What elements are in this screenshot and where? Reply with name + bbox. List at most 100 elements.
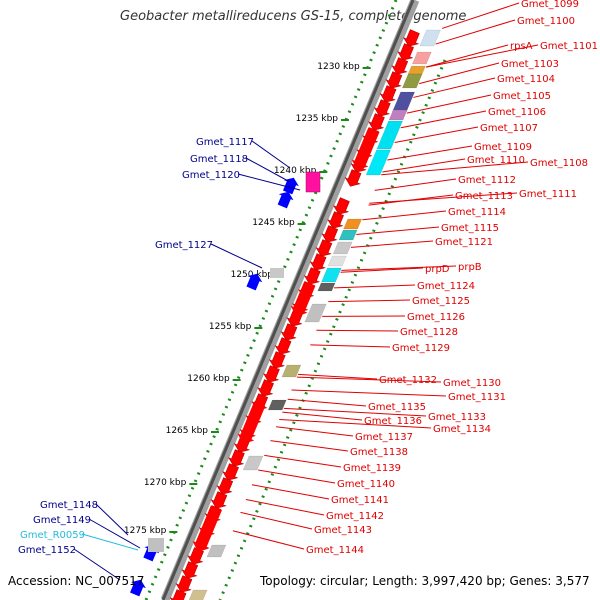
gene-label-left: Gmet_1127 xyxy=(155,240,213,251)
scale-tick-label: 1240 kbp xyxy=(274,166,317,176)
gene-label-right: Gmet_1135 xyxy=(368,402,426,413)
forward-gene-arrow xyxy=(187,547,204,565)
leader-line xyxy=(283,407,427,417)
reverse-gene-arrow xyxy=(282,177,299,195)
leader-line xyxy=(394,126,479,144)
gene-label-right: Gmet_1114 xyxy=(448,207,506,218)
topology-summary: Topology: circular; Length: 3,997,420 bp… xyxy=(260,574,590,588)
gene-label-right: Gmet_1143 xyxy=(314,525,372,536)
gene-label-right: Gmet_1105 xyxy=(493,91,551,102)
gene-label-right: Gmet_1099 xyxy=(521,0,579,10)
gene-label-right: Gmet_1130 xyxy=(443,378,501,389)
gene-block xyxy=(281,364,302,378)
leader-line xyxy=(356,226,440,236)
forward-gene-arrow xyxy=(216,477,234,495)
scale-tick-label: 1230 kbp xyxy=(317,62,360,72)
forward-gene-arrow xyxy=(210,491,228,509)
gene-block xyxy=(401,73,423,89)
forward-gene-arrow xyxy=(274,337,292,355)
gene-block xyxy=(267,399,287,411)
gene-label-right: Gmet_1129 xyxy=(392,343,450,354)
leader-line xyxy=(316,329,399,332)
reverse-gene-arrow xyxy=(277,191,294,209)
leader-line xyxy=(296,376,442,383)
leader-line xyxy=(387,145,473,161)
gene-label-right: Gmet_1137 xyxy=(355,432,413,443)
leader-line xyxy=(382,158,466,173)
leader-line xyxy=(251,140,291,169)
gene-block xyxy=(338,229,358,241)
forward-gene-arrow xyxy=(303,267,321,285)
gene-label-right: Gmet_1109 xyxy=(474,142,532,153)
reverse-gene-block xyxy=(305,171,321,193)
leader-line xyxy=(328,299,411,303)
gene-label-left: Gmet_1120 xyxy=(182,170,240,181)
leader-line xyxy=(400,110,487,129)
leader-line xyxy=(341,265,457,271)
forward-gene-arrow xyxy=(268,351,286,369)
leader-line xyxy=(270,440,349,452)
gene-label-right: Gmet_1108 xyxy=(530,158,588,169)
leader-line xyxy=(425,44,539,68)
forward-gene-arrow xyxy=(368,113,385,131)
scale-tick-label: 1235 kbp xyxy=(296,114,339,124)
forward-gene-arrow xyxy=(391,57,409,75)
leader-line xyxy=(276,426,354,437)
gene-label-right: Gmet_1103 xyxy=(501,59,559,70)
leader-line xyxy=(287,398,367,407)
forward-gene-arrow xyxy=(280,323,298,341)
gene-label-left: Gmet_1152 xyxy=(18,545,76,556)
forward-gene-arrow xyxy=(181,561,199,579)
gene-label-right: Gmet_1112 xyxy=(458,175,516,186)
forward-gene-arrow xyxy=(403,29,420,47)
gene-label-right: Gmet_1141 xyxy=(331,495,389,506)
reverse-gene-block xyxy=(148,538,164,552)
leader-line xyxy=(425,44,509,68)
leader-line xyxy=(251,484,330,500)
leader-line xyxy=(291,389,447,397)
forward-gene-arrow xyxy=(309,253,327,271)
gene-label-right: Gmet_1106 xyxy=(488,107,546,118)
gene-label-right: Gmet_1139 xyxy=(343,463,401,474)
gene-label-left: Gmet_1149 xyxy=(33,515,91,526)
gene-label-right: Gmet_1136 xyxy=(364,416,422,427)
gene-label-right: Gmet_1126 xyxy=(407,312,465,323)
leader-line xyxy=(297,373,378,380)
forward-gene-arrow xyxy=(315,239,333,257)
accession-label: Accession: NC_007517 xyxy=(8,574,145,588)
gene-block xyxy=(365,149,391,176)
leader-line xyxy=(441,2,520,29)
forward-gene-arrow xyxy=(237,401,266,445)
gene-label-right: Gmet_1134 xyxy=(433,424,491,435)
gene-label-right: Gmet_1128 xyxy=(400,327,458,338)
forward-gene-arrow xyxy=(263,365,280,383)
gene-label-right: Gmet_1144 xyxy=(306,545,364,556)
leader-line xyxy=(245,157,291,183)
scale-tick-label: 1245 kbp xyxy=(252,218,295,228)
gene-label-right: Gmet_1138 xyxy=(350,447,408,458)
gene-block xyxy=(419,29,441,47)
forward-gene-arrow xyxy=(327,211,344,229)
gene-label-right: Gmet_1111 xyxy=(519,189,577,200)
reverse-gene-arrow xyxy=(246,273,263,291)
gene-block xyxy=(304,303,327,323)
leader-line xyxy=(237,173,301,191)
leader-line xyxy=(210,243,263,269)
forward-gene-arrow xyxy=(351,127,380,171)
leader-line xyxy=(419,62,500,85)
gene-block xyxy=(376,120,403,150)
forward-gene-arrow xyxy=(344,169,362,187)
leader-line xyxy=(310,344,391,348)
forward-gene-arrow xyxy=(257,379,274,397)
gene-label-right: Gmet_1121 xyxy=(435,237,493,248)
gene-block xyxy=(343,218,363,230)
gene-block xyxy=(321,267,342,283)
gene-label-right: Gmet_1113 xyxy=(455,191,513,202)
leader-line xyxy=(264,454,342,468)
scale-tick-label: 1275 kbp xyxy=(124,526,167,536)
forward-gene-arrow xyxy=(290,281,316,317)
gene-block xyxy=(388,109,408,121)
leader-line xyxy=(406,94,492,114)
leader-line xyxy=(245,498,325,516)
